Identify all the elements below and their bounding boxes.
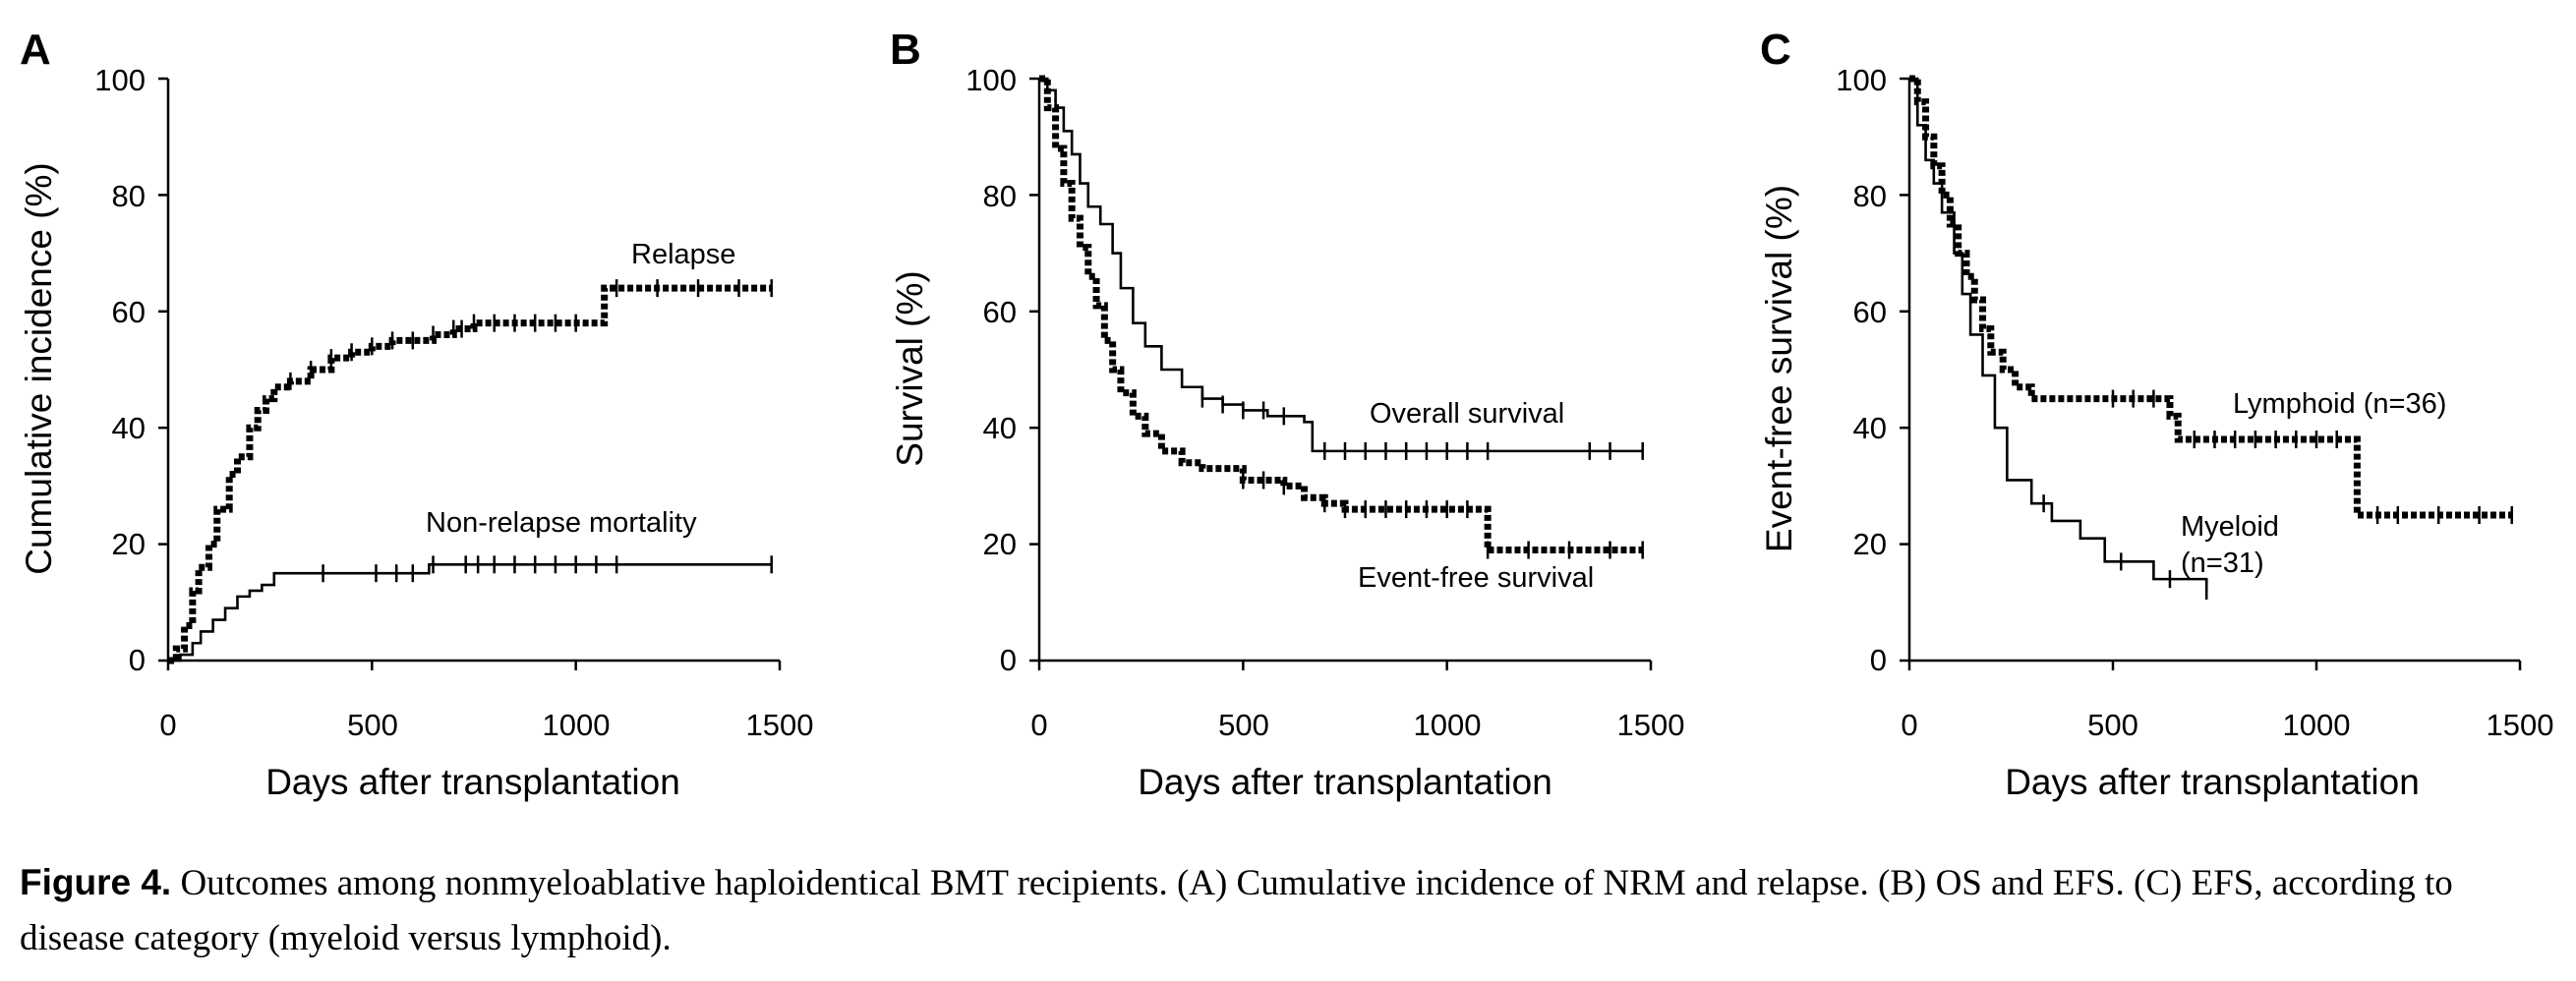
y-tick-label-c-40: 40 (1853, 411, 1887, 445)
y-tick-label-b-20: 20 (983, 527, 1017, 561)
y-tick-label-b-0: 0 (1000, 643, 1017, 677)
y-axis-b: 0 20 40 60 80 100 Survival (%) (890, 63, 1017, 677)
figure-caption-text: Outcomes among nonmyeloablative haploide… (20, 863, 2453, 958)
y-tick-label-c-20: 20 (1853, 527, 1887, 561)
y-axis-title-a: Cumulative incidence (%) (19, 162, 59, 575)
y-tick-label-b-100: 100 (966, 63, 1017, 97)
y-axis-title-b: Survival (%) (890, 270, 930, 466)
x-axis-b: 0 500 1000 1500 Days after transplantati… (1030, 708, 1684, 802)
series-label-overall-survival: Overall survival (1370, 398, 1564, 430)
series-label-event-free-survival: Event-free survival (1358, 562, 1594, 594)
x-axis-title-a: Days after transplantation (265, 762, 680, 802)
x-axis-a: 0 500 1000 1500 Days after transplantati… (159, 708, 813, 802)
x-tick-label-a-1000: 1000 (543, 708, 611, 742)
y-tick-label-a-80: 80 (112, 179, 146, 213)
figure: A 0 500 1000 1500 Days after transplanta… (19, 26, 2553, 802)
panel-label-c: C (1760, 26, 1791, 74)
series-line-b-event-free-survival (1039, 75, 1643, 554)
series-line-a-relapse (168, 284, 772, 664)
figure-caption-label: Figure 4. (20, 862, 172, 902)
series-label-lymphoid: Lymphoid (n=36) (2233, 388, 2446, 420)
series-label-relapse: Relapse (631, 239, 735, 270)
x-axis-title-b: Days after transplantation (1138, 762, 1552, 802)
panel-label-a: A (20, 26, 51, 74)
y-tick-label-b-60: 60 (983, 295, 1017, 329)
series-label-myeloid-n: (n=31) (2181, 548, 2264, 579)
x-tick-label-b-500: 500 (1218, 708, 1269, 742)
x-axis-title-c: Days after transplantation (2005, 762, 2420, 802)
y-tick-label-a-40: 40 (112, 411, 146, 445)
y-axis-title-c: Event-free survival (%) (1759, 185, 1799, 552)
series-line-b-overall-survival (1039, 77, 1643, 453)
panel-b: B 0 500 1000 1500 Days after transplanta… (890, 26, 1684, 802)
x-tick-label-a-1500: 1500 (746, 708, 814, 742)
y-tick-label-c-80: 80 (1853, 179, 1887, 213)
y-tick-label-c-60: 60 (1853, 295, 1887, 329)
x-axis-c: 0 500 1000 1500 Days after transplantati… (1901, 708, 2553, 802)
y-tick-label-b-80: 80 (983, 179, 1017, 213)
series-label-myeloid: Myeloid (2181, 511, 2279, 543)
y-tick-label-a-20: 20 (112, 527, 146, 561)
panel-c: C 0 500 1000 1500 Days after transplanta… (1759, 26, 2553, 802)
y-axis-c: 0 20 40 60 80 100 Event-free survival (%… (1759, 63, 1887, 677)
x-tick-label-b-0: 0 (1030, 708, 1047, 742)
plot-area-b (1029, 75, 1653, 670)
panel-label-b: B (890, 26, 921, 74)
x-tick-label-a-500: 500 (347, 708, 398, 742)
x-tick-label-c-500: 500 (2087, 708, 2138, 742)
x-tick-label-a-0: 0 (159, 708, 176, 742)
y-tick-label-c-100: 100 (1836, 63, 1887, 97)
x-tick-label-c-1000: 1000 (2283, 708, 2351, 742)
y-tick-label-b-40: 40 (983, 411, 1017, 445)
plot-area-a (158, 77, 782, 670)
x-tick-label-b-1000: 1000 (1414, 708, 1482, 742)
y-tick-label-a-100: 100 (94, 63, 146, 97)
x-tick-label-c-1500: 1500 (2487, 708, 2554, 742)
y-tick-label-a-0: 0 (129, 643, 146, 677)
panel-a: A 0 500 1000 1500 Days after transplanta… (19, 26, 813, 802)
series-line-c-lymphoid-n-36 (1909, 75, 2512, 519)
plot-area-c (1900, 75, 2522, 670)
x-tick-label-c-0: 0 (1901, 708, 1917, 742)
figure-caption: Figure 4. Outcomes among nonmyeloablativ… (20, 855, 2556, 966)
y-tick-label-a-60: 60 (112, 295, 146, 329)
series-label-non-relapse-mortality: Non-relapse mortality (426, 507, 697, 539)
y-axis-a: 0 20 40 60 80 100 Cumulative incidence (… (19, 63, 146, 677)
series-line-c-myeloid-n-31 (1909, 77, 2208, 591)
x-tick-label-b-1500: 1500 (1617, 708, 1685, 742)
y-tick-label-c-0: 0 (1870, 643, 1887, 677)
series-line-a-non-relapse-mortality (168, 563, 772, 663)
